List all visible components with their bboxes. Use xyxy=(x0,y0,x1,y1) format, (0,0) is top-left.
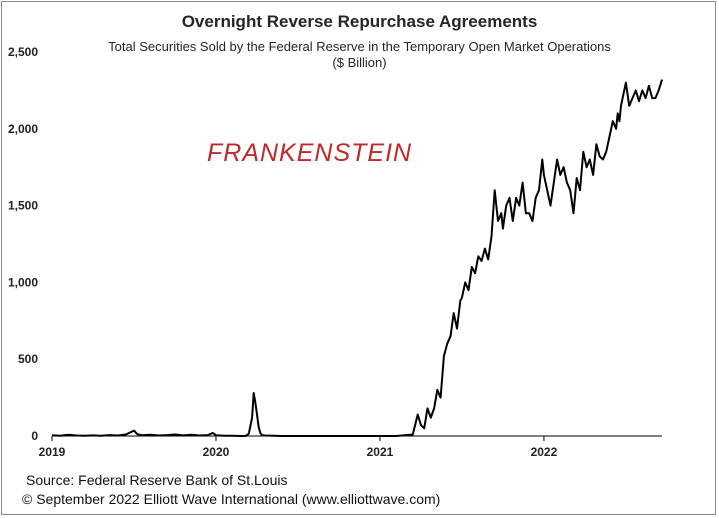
x-tick-label: 2020 xyxy=(203,445,230,459)
chart-unit-label: ($ Billion) xyxy=(332,55,387,70)
copyright-note: © September 2022 Elliott Wave Internatio… xyxy=(22,491,441,507)
x-axis: 2019 2020 2021 2022 xyxy=(39,436,558,459)
series-line xyxy=(51,79,663,437)
y-tick-label: 0 xyxy=(31,429,38,443)
y-tick-label: 2,000 xyxy=(8,122,38,136)
x-tick-label: 2022 xyxy=(531,445,558,459)
y-tick-label: 1,000 xyxy=(8,275,38,289)
source-note: Source: Federal Reserve Bank of St.Louis xyxy=(26,472,288,488)
chart-subtitle-line: Total Securities Sold by the Federal Res… xyxy=(108,39,611,54)
y-tick-label: 1,500 xyxy=(8,199,38,213)
x-tick-label: 2019 xyxy=(39,445,66,459)
frankenstein-annotation: FRANKENSTEIN xyxy=(207,139,413,167)
x-tick-label: 2021 xyxy=(367,445,394,459)
y-tick-label: 2,500 xyxy=(8,45,38,59)
y-axis: 2,500 2,000 1,500 1,000 500 0 xyxy=(8,45,38,443)
y-tick-label: 500 xyxy=(18,352,38,366)
chart-title: Overnight Reverse Repurchase Agreements xyxy=(181,12,538,31)
chart-subtitle: Total Securities Sold by the Federal Res… xyxy=(0,39,719,71)
